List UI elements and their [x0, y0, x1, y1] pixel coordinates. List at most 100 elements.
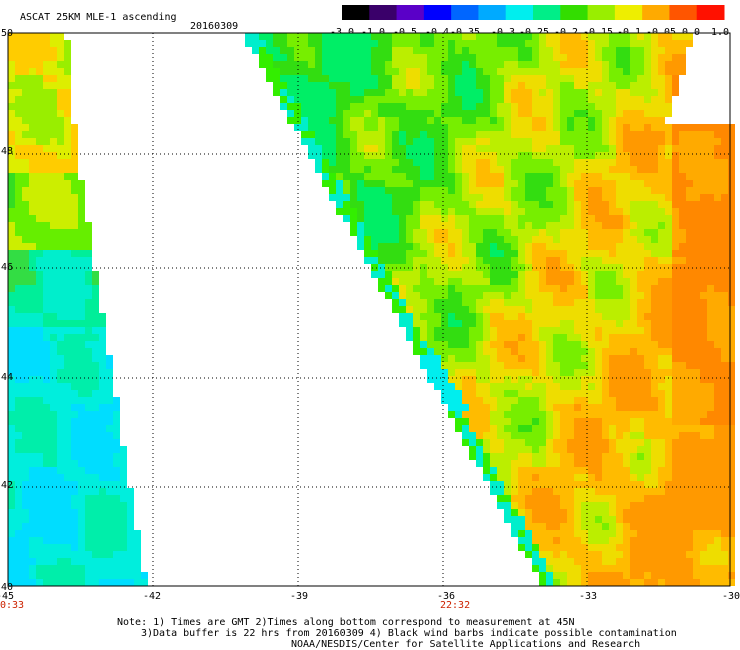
swath-pixel	[64, 145, 71, 152]
swath-pixel	[36, 348, 43, 355]
swath-pixel	[420, 96, 427, 103]
swath-pixel	[434, 166, 441, 173]
swath-pixel	[371, 222, 378, 229]
swath-pixel	[85, 362, 92, 369]
swath-pixel	[581, 292, 588, 299]
swath-pixel	[588, 243, 595, 250]
swath-pixel	[672, 285, 679, 292]
swath-pixel	[560, 138, 567, 145]
swath-pixel	[57, 54, 64, 61]
swath-pixel	[483, 159, 490, 166]
swath-pixel	[120, 530, 127, 537]
swath-pixel	[22, 404, 29, 411]
swath-pixel	[357, 54, 364, 61]
swath-pixel	[714, 138, 721, 145]
swath-pixel	[483, 110, 490, 117]
swath-pixel	[99, 481, 106, 488]
swath-pixel	[85, 516, 92, 523]
swath-pixel	[686, 138, 693, 145]
colorbar-segment	[669, 5, 698, 20]
swath-pixel	[588, 201, 595, 208]
swath-pixel	[539, 551, 546, 558]
swath-pixel	[15, 355, 22, 362]
swath-pixel	[469, 313, 476, 320]
swath-pixel	[567, 313, 574, 320]
swath-pixel	[665, 334, 672, 341]
swath-pixel	[728, 152, 735, 159]
swath-pixel	[511, 152, 518, 159]
swath-pixel	[134, 544, 141, 551]
swath-pixel	[693, 558, 700, 565]
swath-pixel	[64, 89, 71, 96]
swath-pixel	[525, 481, 532, 488]
swath-pixel	[371, 110, 378, 117]
swath-pixel	[448, 96, 455, 103]
swath-pixel	[455, 61, 462, 68]
swath-pixel	[490, 404, 497, 411]
swath-pixel	[595, 40, 602, 47]
swath-pixel	[672, 334, 679, 341]
swath-pixel	[630, 523, 637, 530]
swath-pixel	[301, 75, 308, 82]
swath-pixel	[50, 117, 57, 124]
swath-pixel	[616, 159, 623, 166]
swath-pixel	[574, 348, 581, 355]
swath-pixel	[616, 103, 623, 110]
swath-pixel	[567, 418, 574, 425]
swath-pixel	[64, 110, 71, 117]
swath-pixel	[658, 124, 665, 131]
swath-pixel	[427, 257, 434, 264]
swath-pixel	[455, 194, 462, 201]
swath-pixel	[455, 334, 462, 341]
swath-pixel	[532, 320, 539, 327]
swath-pixel	[490, 467, 497, 474]
swath-pixel	[644, 180, 651, 187]
swath-pixel	[728, 439, 735, 446]
swath-pixel	[406, 306, 413, 313]
swath-pixel	[22, 117, 29, 124]
swath-pixel	[71, 572, 78, 579]
swath-pixel	[57, 257, 64, 264]
swath-pixel	[378, 173, 385, 180]
swath-pixel	[29, 446, 36, 453]
swath-pixel	[728, 159, 735, 166]
swath-pixel	[665, 383, 672, 390]
swath-pixel	[728, 383, 735, 390]
swath-pixel	[357, 194, 364, 201]
swath-pixel	[658, 334, 665, 341]
swath-pixel	[679, 215, 686, 222]
swath-pixel	[448, 257, 455, 264]
swath-pixel	[616, 425, 623, 432]
swath-pixel	[728, 348, 735, 355]
swath-pixel	[420, 40, 427, 47]
swath-pixel	[308, 138, 315, 145]
swath-pixel	[50, 96, 57, 103]
swath-pixel	[441, 159, 448, 166]
swath-pixel	[371, 47, 378, 54]
swath-pixel	[43, 68, 50, 75]
swath-pixel	[651, 544, 658, 551]
swath-pixel	[57, 572, 64, 579]
swath-pixel	[92, 418, 99, 425]
swath-pixel	[595, 152, 602, 159]
swath-pixel	[462, 68, 469, 75]
swath-pixel	[50, 306, 57, 313]
swath-pixel	[336, 47, 343, 54]
swath-pixel	[560, 327, 567, 334]
swath-pixel	[315, 124, 322, 131]
swath-pixel	[15, 460, 22, 467]
swath-pixel	[581, 103, 588, 110]
swath-pixel	[714, 292, 721, 299]
swath-pixel	[78, 432, 85, 439]
swath-pixel	[413, 271, 420, 278]
swath-pixel	[581, 530, 588, 537]
swath-pixel	[693, 208, 700, 215]
swath-pixel	[294, 103, 301, 110]
swath-pixel	[700, 362, 707, 369]
swath-pixel	[560, 376, 567, 383]
swath-pixel	[483, 306, 490, 313]
swath-pixel	[693, 397, 700, 404]
swath-pixel	[546, 166, 553, 173]
swath-pixel	[651, 299, 658, 306]
swath-pixel	[343, 180, 350, 187]
